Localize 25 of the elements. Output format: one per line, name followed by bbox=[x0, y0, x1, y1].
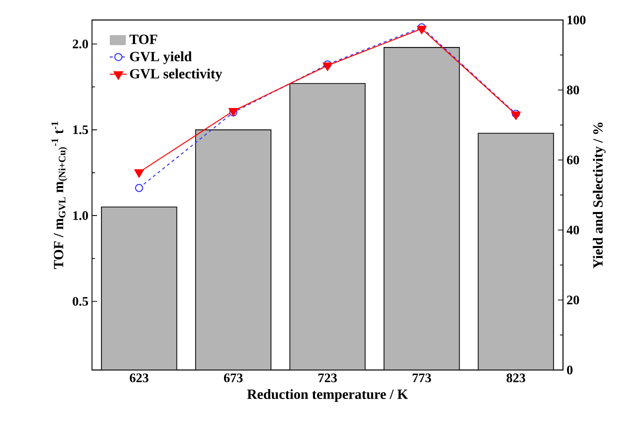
y-tick-label: 0.5 bbox=[72, 296, 88, 306]
x-tick-label: 723 bbox=[318, 374, 337, 382]
point bbox=[135, 184, 144, 192]
y2-tick-label: 20 bbox=[567, 296, 580, 304]
y-tick-label: 2.0 bbox=[72, 40, 88, 48]
y2-tick-label: 0 bbox=[567, 366, 573, 374]
point bbox=[134, 169, 144, 178]
legend-label: TOF bbox=[130, 34, 158, 44]
y2-tick-label: 40 bbox=[566, 226, 580, 234]
x-tick-label: 623 bbox=[130, 374, 148, 382]
point bbox=[322, 62, 332, 71]
y2-axis-title: Yield and Selectivity / % bbox=[592, 122, 606, 268]
y-tick-label: 1.0 bbox=[73, 211, 88, 220]
y2-tick-label: 100 bbox=[568, 16, 586, 24]
y-axis-title: TOF / m$_{GVL}$ m$_{(Ni+Cu)}$$^{-1}$ t$^{-1}$ bbox=[51, 122, 68, 269]
legend-label: GVL selectivity bbox=[130, 68, 222, 82]
y2-tick-label: 80 bbox=[566, 86, 580, 94]
y-tick-label: 1.5 bbox=[73, 125, 88, 134]
x-tick-label: 673 bbox=[224, 374, 243, 382]
y2-tick-label: 60 bbox=[566, 156, 580, 164]
x-tick-label: 773 bbox=[412, 374, 432, 382]
x-tick-label: 823 bbox=[506, 374, 526, 382]
legend-label: GVL yield bbox=[130, 51, 192, 64]
x-axis-title: Reduction temperature / K bbox=[247, 389, 408, 402]
point bbox=[416, 26, 427, 34]
